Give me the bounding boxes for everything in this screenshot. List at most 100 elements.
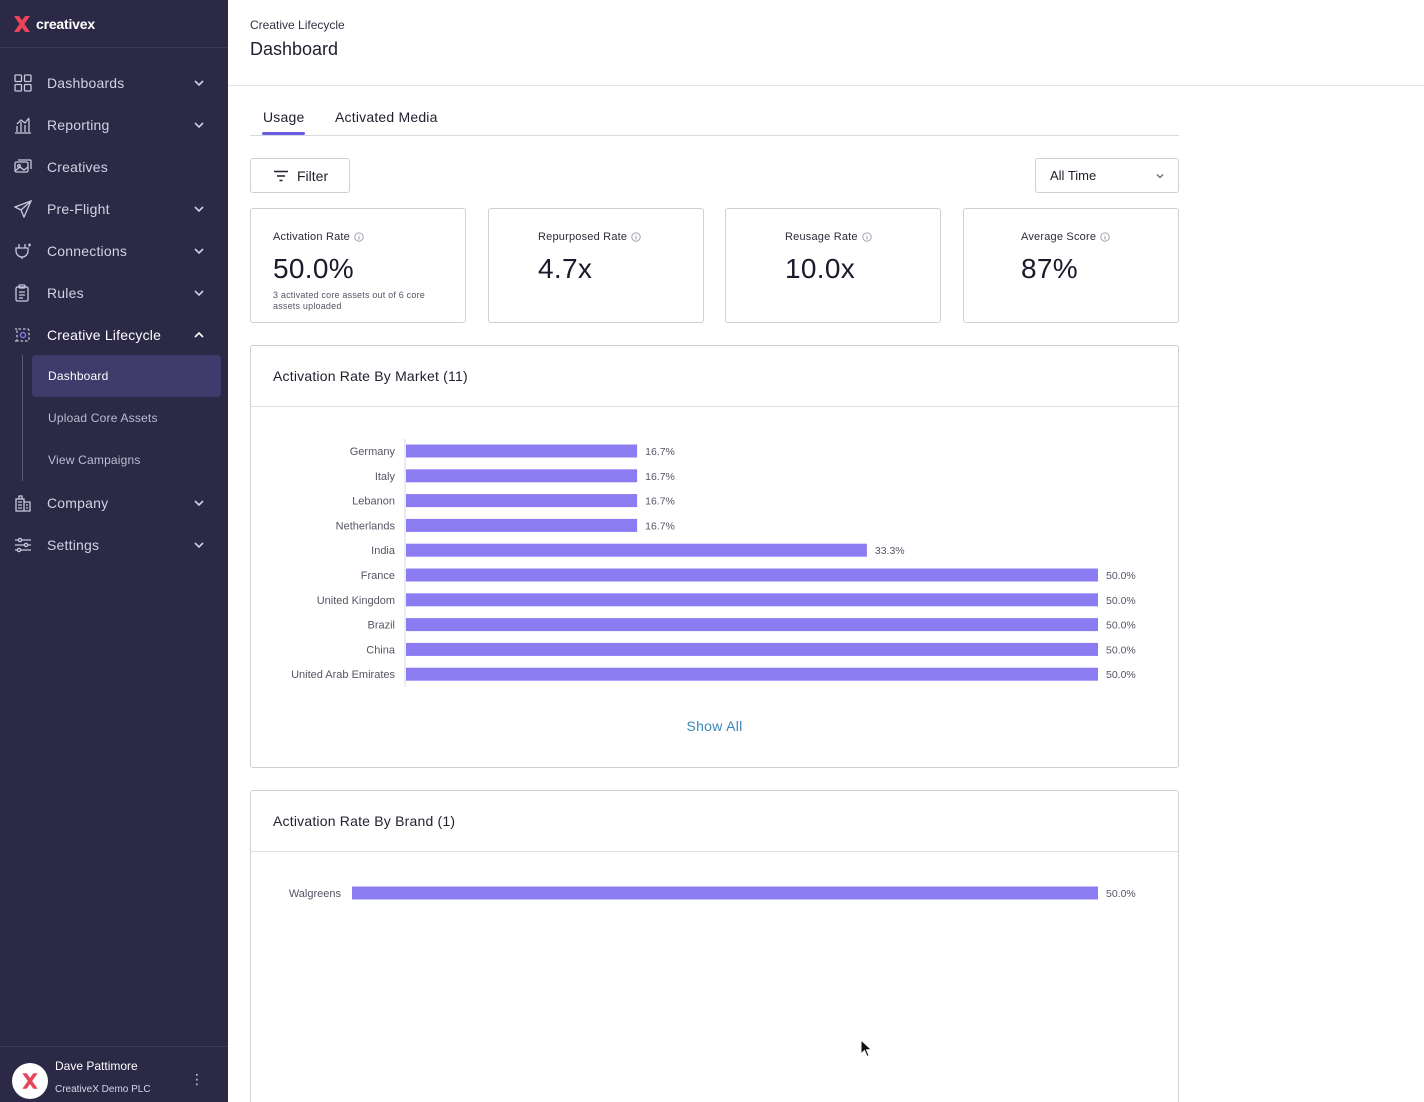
sidebar-item-connections[interactable]: Connections — [0, 230, 228, 272]
value-label: 50.0% — [1106, 888, 1136, 900]
chevron-down-icon — [194, 122, 204, 129]
bar[interactable] — [406, 568, 1098, 582]
info-icon[interactable] — [354, 232, 364, 242]
avatar[interactable] — [12, 1063, 48, 1099]
lifecycle-icon — [14, 326, 32, 344]
kpi-label-text: Average Score — [1021, 231, 1097, 243]
kpi-card-average-score: Average Score 87% — [963, 208, 1179, 323]
panel-header: Activation Rate By Brand (1) — [251, 791, 1178, 852]
kpi-label: Average Score — [1021, 231, 1110, 243]
kpi-card-activation-rate: Activation Rate 50.0% 3 activated core a… — [250, 208, 466, 323]
brand-bar-chart: Walgreens 50.0% — [289, 886, 1136, 900]
sidebar-item-label: Dashboards — [47, 75, 125, 91]
subnav-item-upload-core-assets[interactable]: Upload Core Assets — [48, 411, 158, 425]
tab-usage[interactable]: Usage — [261, 109, 306, 135]
brand-chart-panel: Activation Rate By Brand (1) Walgreens 50… — [250, 790, 1179, 1102]
clipboard-icon — [14, 284, 32, 302]
sidebar-item-dashboards[interactable]: Dashboards — [0, 62, 228, 104]
sidebar-item-company[interactable]: Company — [0, 482, 228, 524]
filter-button[interactable]: Filter — [250, 158, 350, 193]
time-range-select[interactable]: All Time — [1035, 158, 1179, 193]
bar[interactable] — [406, 469, 638, 483]
value-label: 50.0% — [1106, 620, 1136, 632]
sliders-icon — [14, 536, 32, 554]
breadcrumb[interactable]: Creative Lifecycle — [250, 18, 345, 32]
building-icon — [14, 494, 32, 512]
chevron-down-icon — [194, 500, 204, 507]
category-label: Netherlands — [336, 520, 396, 532]
user-org: CreativeX Demo PLC — [55, 1084, 151, 1095]
panel-header: Activation Rate By Market (11) — [251, 346, 1178, 407]
bar[interactable] — [406, 667, 1098, 681]
plug-icon — [14, 242, 32, 260]
value-label: 50.0% — [1106, 595, 1136, 607]
sidebar-item-creatives[interactable]: Creatives — [0, 146, 228, 188]
sidebar-item-rules[interactable]: Rules — [0, 272, 228, 314]
kpi-value: 4.7x — [538, 253, 593, 284]
page-header: Creative Lifecycle Dashboard — [228, 0, 1424, 86]
subnav-item-view-campaigns[interactable]: View Campaigns — [48, 453, 141, 467]
value-label: 16.7% — [645, 446, 675, 458]
sidebar: creativex Dashboards Reporting — [0, 0, 228, 1102]
kpi-label-text: Reusage Rate — [785, 231, 858, 243]
bar[interactable] — [406, 518, 638, 532]
brand-name: creativex — [36, 15, 95, 32]
sidebar-item-creative-lifecycle[interactable]: Creative Lifecycle — [0, 314, 228, 356]
sidebar-item-reporting[interactable]: Reporting — [0, 104, 228, 146]
panel-title: Activation Rate By Brand (1) — [273, 813, 456, 829]
sidebar-item-label: Connections — [47, 243, 128, 259]
value-label: 50.0% — [1106, 644, 1136, 656]
bar[interactable] — [406, 593, 1098, 607]
sidebar-item-label: Settings — [47, 537, 100, 553]
tab-activated-media[interactable]: Activated Media — [335, 109, 438, 125]
show-all-link[interactable]: Show All — [686, 718, 743, 734]
panel-title: Activation Rate By Market (11) — [273, 368, 468, 384]
page-title: Dashboard — [250, 39, 339, 59]
sidebar-item-settings[interactable]: Settings — [0, 524, 228, 566]
kpi-value: 50.0% — [273, 253, 354, 284]
info-icon[interactable] — [631, 232, 641, 242]
category-label: Italy — [375, 471, 396, 483]
chevron-down-icon — [194, 290, 204, 297]
bar[interactable] — [406, 543, 867, 557]
creativex-logo-icon — [14, 15, 30, 32]
time-range-value: All Time — [1050, 168, 1097, 183]
kpi-label: Repurposed Rate — [538, 231, 641, 243]
value-label: 16.7% — [645, 520, 675, 532]
subnav-item-dashboard[interactable]: Dashboard — [32, 355, 221, 397]
category-label: Lebanon — [352, 496, 395, 508]
category-label: United Arab Emirates — [291, 669, 395, 681]
kpi-label-text: Repurposed Rate — [538, 231, 628, 243]
filter-label: Filter — [297, 167, 329, 184]
mouse-cursor-icon — [860, 1039, 873, 1058]
filter-icon — [274, 170, 288, 181]
bar[interactable] — [406, 642, 1098, 656]
market-chart-panel: Activation Rate By Market (11) Germany 16… — [250, 345, 1179, 768]
chevron-down-icon — [1156, 174, 1164, 179]
kpi-label: Activation Rate — [273, 231, 364, 243]
bar[interactable] — [406, 618, 1098, 632]
info-icon[interactable] — [1100, 232, 1110, 242]
kpi-card-repurposed-rate: Repurposed Rate 4.7x — [488, 208, 704, 323]
sidebar-item-label: Company — [47, 495, 109, 511]
info-icon[interactable] — [862, 232, 872, 242]
value-label: 16.7% — [645, 496, 675, 508]
paper-plane-icon — [14, 200, 32, 218]
bar[interactable] — [406, 494, 638, 508]
category-label: India — [371, 545, 396, 557]
kpi-label-text: Activation Rate — [273, 231, 350, 243]
market-bar-chart: Germany 16.7% Italy 16.7% Lebanon 16.7% Nether… — [291, 439, 1136, 687]
bar[interactable] — [406, 444, 638, 458]
brand[interactable]: creativex — [0, 0, 228, 48]
kpi-card-reusage-rate: Reusage Rate 10.0x — [725, 208, 941, 323]
sidebar-item-label: Pre-Flight — [47, 201, 110, 217]
more-vertical-icon[interactable]: ⋮ — [190, 1071, 204, 1087]
chevron-up-icon — [194, 331, 204, 338]
sidebar-item-pre-flight[interactable]: Pre-Flight — [0, 188, 228, 230]
sidebar-item-label: Creatives — [47, 159, 108, 175]
value-label: 50.0% — [1106, 669, 1136, 681]
bar[interactable] — [352, 886, 1098, 900]
chevron-down-icon — [194, 80, 204, 87]
user-name: Dave Pattimore — [55, 1059, 138, 1073]
